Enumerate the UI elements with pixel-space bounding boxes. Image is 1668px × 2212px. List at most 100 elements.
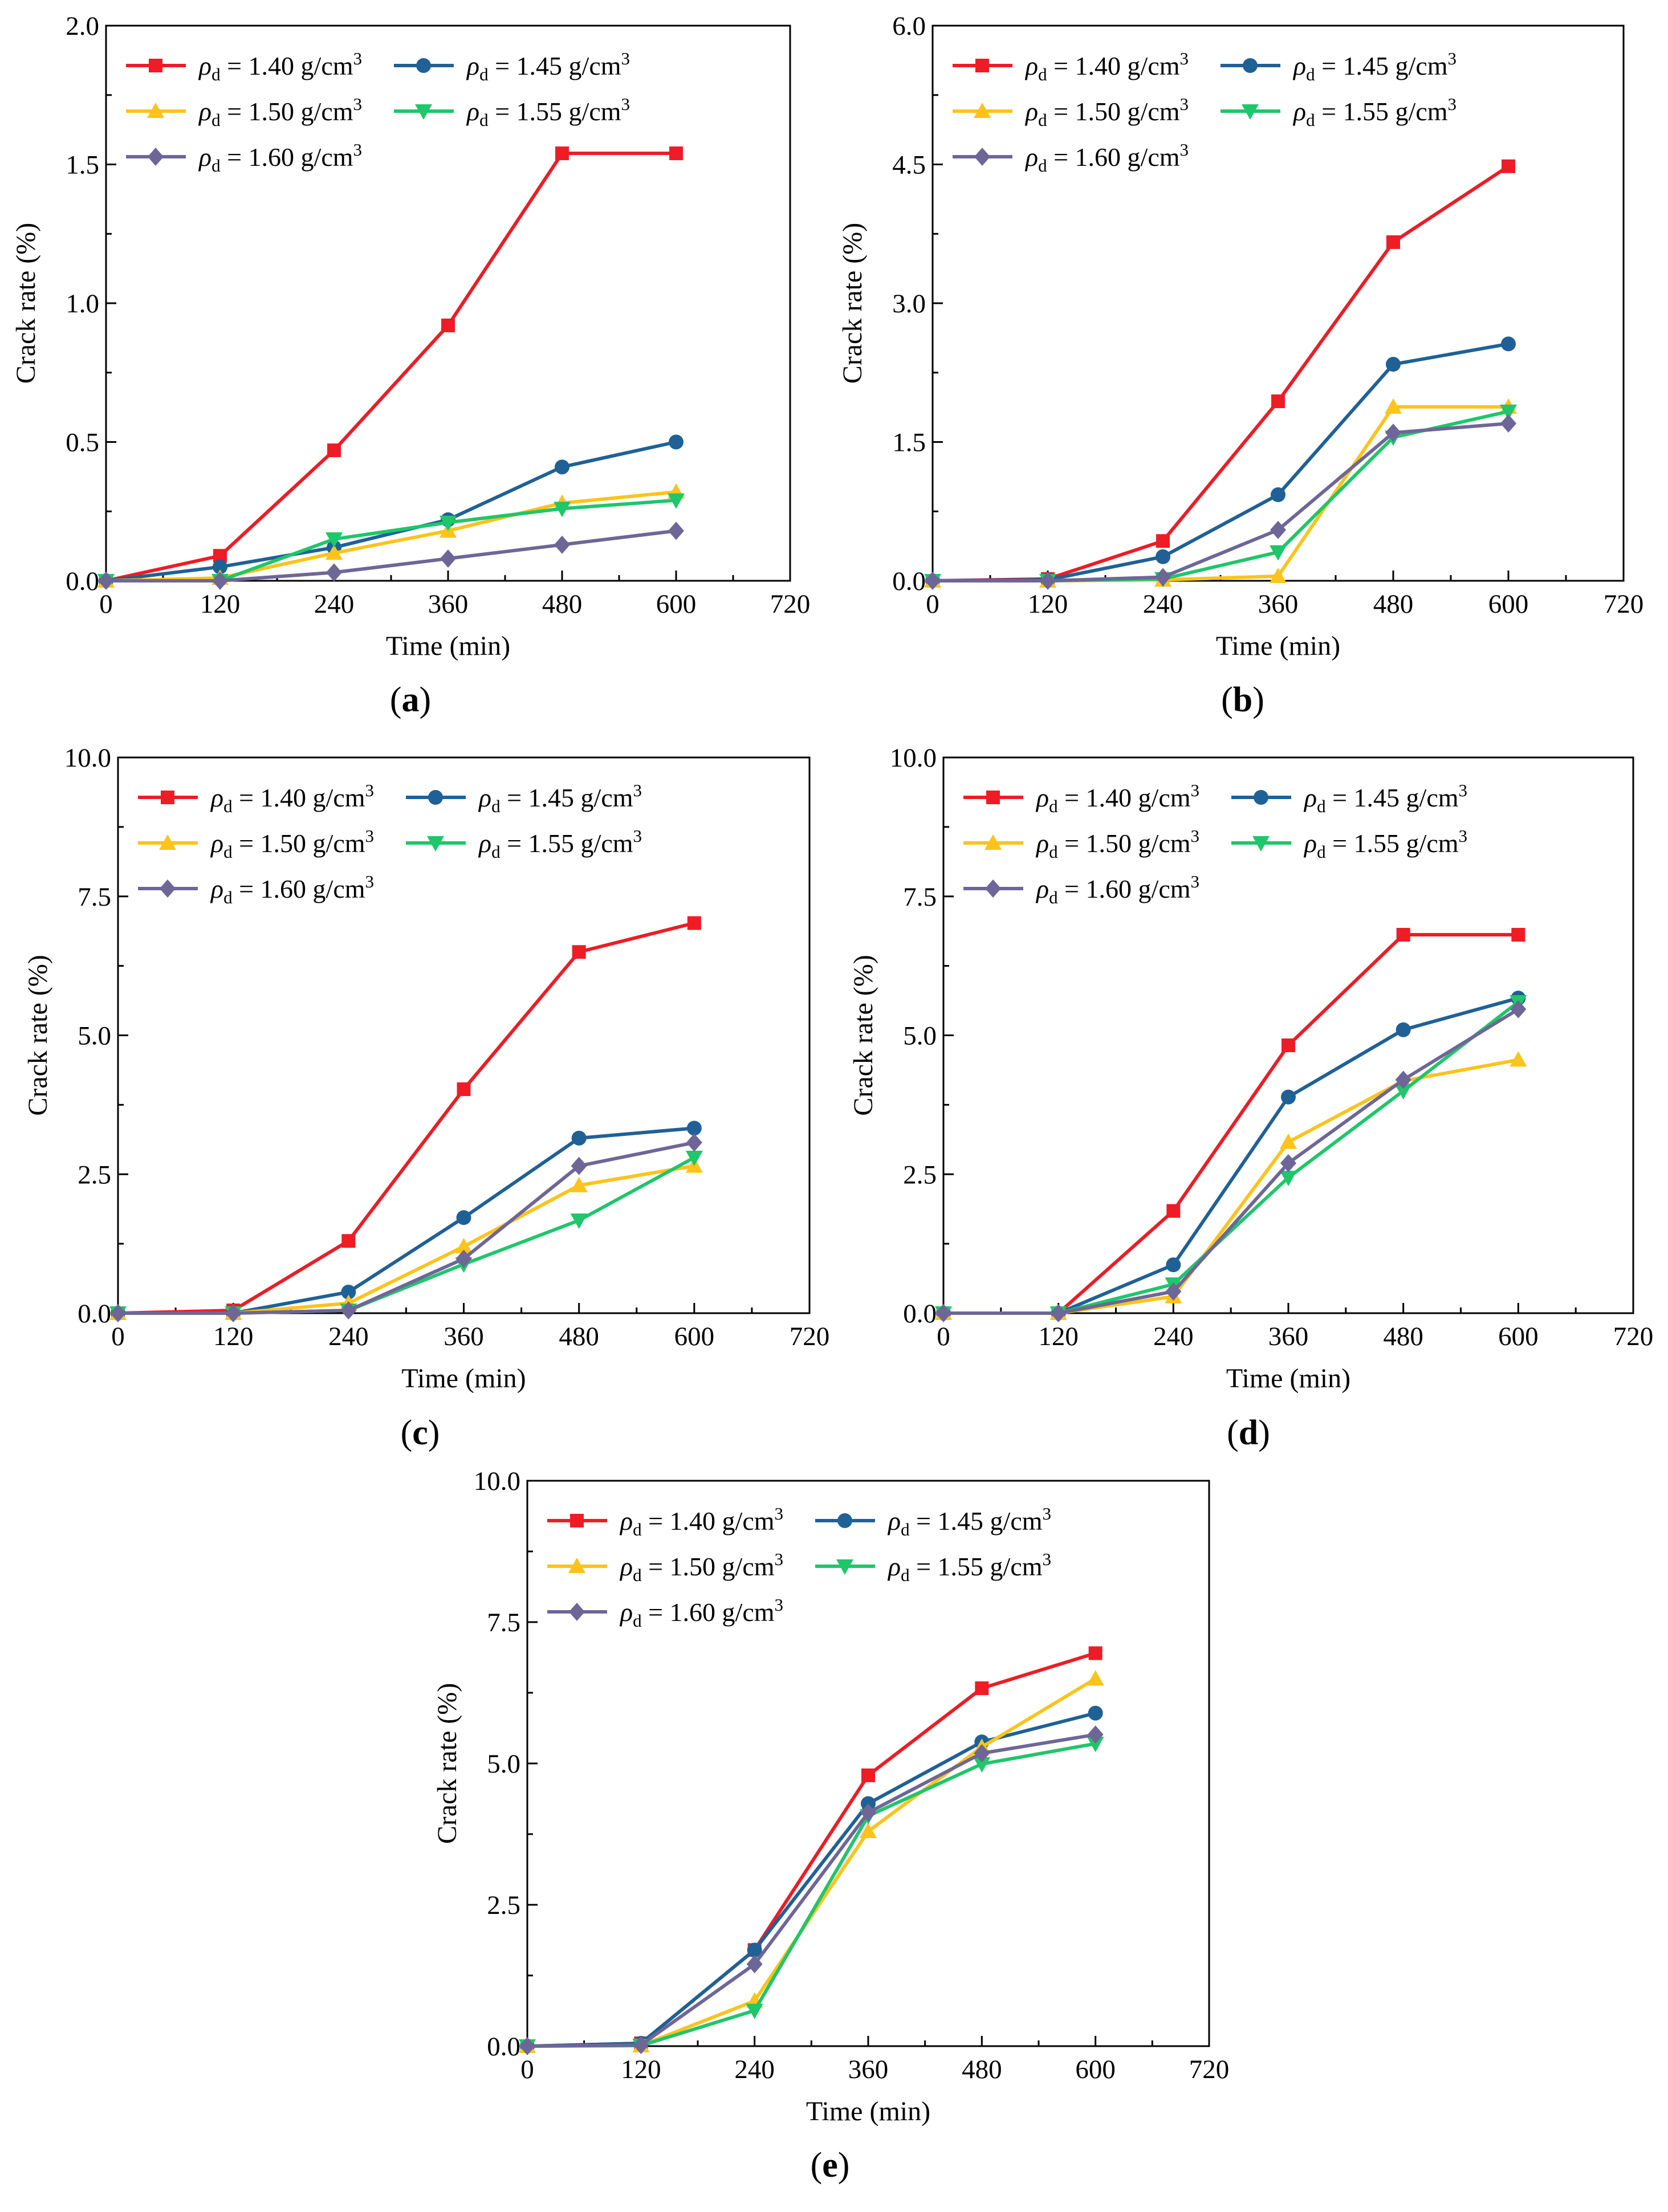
data-point — [1386, 357, 1401, 372]
series-line — [527, 1711, 1096, 2048]
series-1-50 — [109, 1157, 703, 1320]
data-point — [1040, 572, 1056, 590]
x-axis-title: Time (min) — [1226, 1363, 1350, 1394]
data-point — [519, 2037, 535, 2055]
data-point — [1156, 534, 1170, 548]
x-tick-label: 360 — [444, 1322, 484, 1351]
data-point — [1087, 1725, 1104, 1744]
x-tick-label: 0 — [937, 1322, 950, 1351]
data-point — [669, 146, 683, 161]
legend-label: ρd = 1.50 g/cm3 — [210, 826, 374, 862]
data-point — [440, 515, 457, 531]
x-tick-label: 240 — [328, 1322, 369, 1351]
series-1-55 — [924, 404, 1517, 589]
legend-label: ρd = 1.50 g/cm3 — [619, 1549, 783, 1585]
y-tick-label: 4.5 — [892, 150, 926, 180]
x-axis-title: Time (min) — [401, 1363, 526, 1394]
data-point — [1165, 1282, 1182, 1301]
chart-panel-b: 0 120 240 360 480 600 720 0.0 1.5 3.0 4.5 6.0 Time (… — [837, 11, 1643, 719]
series-1-50 — [924, 398, 1517, 588]
x-tick-label: 240 — [734, 2055, 775, 2084]
y-tick-label: 7.5 — [903, 882, 937, 912]
series-1-60 — [98, 522, 684, 590]
y-tick-label: 0.0 — [66, 567, 99, 596]
legend-item: ρd = 1.60 g/cm3 — [963, 871, 1199, 907]
x-tick-label: 720 — [1604, 589, 1644, 619]
data-point — [925, 572, 941, 590]
x-axis-title: Time (min) — [806, 2096, 930, 2127]
data-point — [633, 2036, 649, 2055]
y-tick-label: 10.0 — [474, 1466, 520, 1496]
data-point — [1270, 520, 1286, 539]
y-tick-label: 10.0 — [890, 743, 937, 773]
x-tick-label: 720 — [770, 589, 811, 619]
x-tick-label: 480 — [542, 589, 583, 619]
y-tick-label: 0.0 — [487, 2032, 520, 2062]
legend-item: ρd = 1.50 g/cm3 — [963, 826, 1199, 862]
data-point — [326, 544, 343, 560]
series-1-40 — [111, 916, 701, 1320]
legend-item: ρd = 1.55 g/cm3 — [1221, 94, 1457, 130]
series-1-60 — [519, 1725, 1104, 2055]
data-point — [212, 572, 228, 590]
y-tick-label: 3.0 — [892, 289, 926, 319]
data-point — [1271, 394, 1285, 409]
data-point — [975, 1681, 989, 1696]
series-line — [932, 342, 1509, 582]
legend: ρd = 1.40 g/cm3 ρd = 1.45 g/cm3 ρd = 1.50 … — [953, 48, 1457, 176]
legend-marker — [149, 59, 162, 72]
legend-marker — [974, 148, 990, 166]
data-point — [570, 1213, 588, 1229]
data-point — [1281, 1038, 1295, 1053]
data-point — [1385, 423, 1401, 442]
data-point — [327, 443, 341, 458]
series-line — [117, 921, 695, 1315]
data-point — [571, 1130, 587, 1146]
legend: ρd = 1.40 g/cm3 ρd = 1.45 g/cm3 ρd = 1.50 … — [126, 48, 630, 176]
y-tick-label: 0.0 — [903, 1299, 937, 1329]
data-point — [1087, 1670, 1104, 1686]
series-1-40 — [520, 1646, 1102, 2053]
series-1-40 — [937, 928, 1525, 1320]
x-tick-label: 600 — [1488, 589, 1529, 619]
data-point — [747, 1942, 762, 1958]
legend-label: ρd = 1.40 g/cm3 — [619, 1504, 783, 1539]
data-point — [974, 1744, 990, 1763]
data-point — [935, 1304, 951, 1322]
data-point — [1500, 404, 1517, 420]
x-tick-label: 720 — [1189, 2055, 1230, 2084]
series-line — [933, 410, 1509, 582]
legend-label: ρd = 1.45 g/cm3 — [887, 1504, 1051, 1539]
data-point — [668, 493, 685, 509]
x-tick-label: 600 — [656, 589, 697, 619]
series-line — [943, 1058, 1519, 1315]
data-point — [326, 563, 342, 582]
y-tick-label: 1.0 — [66, 289, 99, 319]
x-tick-label: 360 — [848, 2055, 889, 2084]
x-tick-label: 360 — [428, 589, 469, 619]
panel-label: (d) — [1227, 1413, 1270, 1452]
legend-label: ρd = 1.55 g/cm3 — [1292, 94, 1457, 130]
series-1-55 — [109, 1151, 703, 1322]
data-point — [1166, 1257, 1181, 1273]
series-1-45 — [925, 336, 1516, 588]
data-point — [860, 1823, 877, 1839]
data-point — [225, 1304, 242, 1322]
series-line — [943, 1008, 1519, 1315]
panel-label: (a) — [390, 681, 431, 719]
data-point — [554, 502, 571, 518]
data-point — [98, 572, 114, 590]
legend-label: ρd = 1.50 g/cm3 — [1035, 826, 1199, 862]
series-line — [943, 1000, 1520, 1315]
legend-label: ρd = 1.60 g/cm3 — [1024, 140, 1189, 176]
data-point — [668, 522, 684, 540]
legend-item: ρd = 1.50 g/cm3 — [547, 1549, 783, 1585]
chart-panel-d: 0 120 240 360 480 600 720 0.0 2.5 5.0 7.5 10.0 Time … — [848, 743, 1653, 1452]
x-tick-label: 720 — [1613, 1322, 1654, 1351]
y-axis-title: Crack rate (%) — [848, 955, 878, 1116]
data-point — [341, 1284, 356, 1300]
legend-marker — [568, 1558, 585, 1573]
data-point — [685, 1151, 703, 1166]
legend-marker — [570, 1514, 584, 1527]
